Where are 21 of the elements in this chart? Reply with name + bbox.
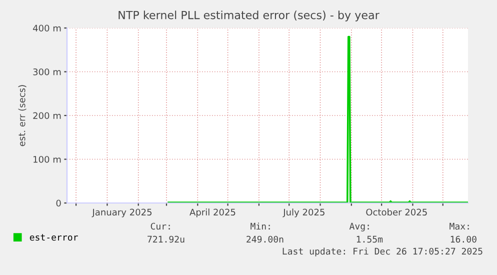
y-axis-title: est. err (secs) <box>18 85 26 146</box>
text: 721.92u <box>148 236 184 243</box>
x-tick-label: January 2025 <box>92 208 152 218</box>
chart-title: NTP kernel PLL estimated error (secs) - by year <box>118 10 380 22</box>
x-tick-label: October 2025 <box>366 208 427 216</box>
y-tick-label: 200 m <box>33 112 61 120</box>
y-tick-label: 0 <box>56 200 61 207</box>
text: Last update: Fri Dec 26 17:05:27 2025 <box>282 248 482 256</box>
text: 249.00n <box>246 236 284 243</box>
text: Min: <box>250 222 270 230</box>
y-tick-label: 300 m <box>33 68 61 76</box>
text: Avg: <box>349 222 369 232</box>
y-tick-label: 400 m <box>32 24 61 32</box>
text: 16.00 <box>450 236 476 243</box>
text: Max: <box>450 222 469 230</box>
x-tick-label: July 2025 <box>282 208 324 218</box>
x-tick-label: April 2025 <box>190 208 236 218</box>
text: 1.55m <box>356 236 383 243</box>
y-tick-label: 100 m <box>34 156 61 163</box>
text: Cur: <box>150 222 170 230</box>
legend-label: est-error <box>30 234 78 241</box>
